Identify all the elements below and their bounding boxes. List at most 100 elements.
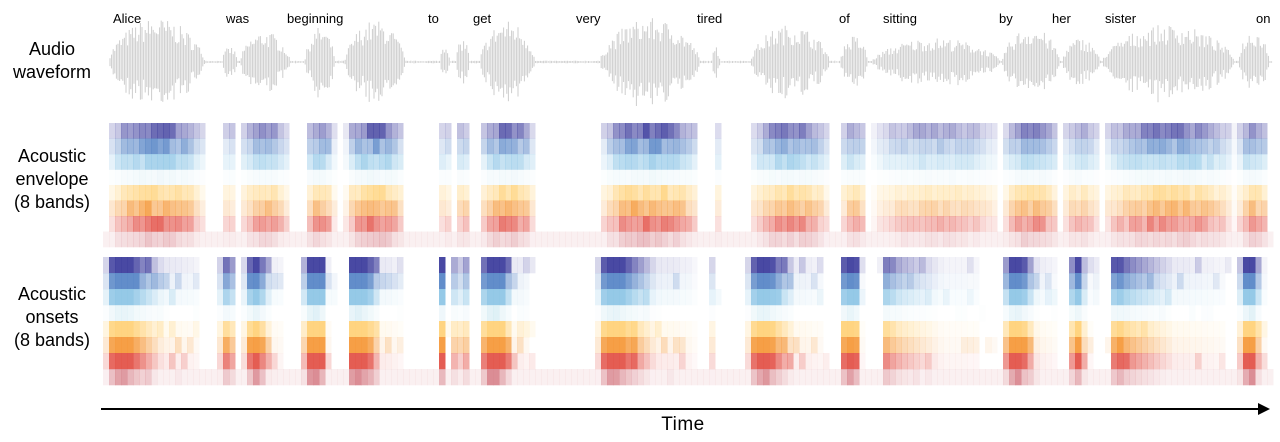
onset-cell <box>1243 289 1250 306</box>
onset-cell <box>109 289 116 306</box>
envelope-cell <box>811 216 818 232</box>
onset-cell <box>481 289 488 306</box>
onset-cell <box>913 273 920 290</box>
envelope-cell <box>1111 185 1118 201</box>
envelope-cell <box>847 231 854 248</box>
onset-cell <box>493 337 500 354</box>
onset-cell <box>1111 337 1118 354</box>
envelope-cell <box>943 216 950 232</box>
envelope-cell <box>1183 200 1190 217</box>
envelope-cell <box>1039 123 1046 139</box>
envelope-cell <box>937 200 944 217</box>
envelope-cell <box>505 216 512 232</box>
onset-cell <box>1153 273 1160 290</box>
onset-cell <box>379 353 386 370</box>
onset-cell <box>1123 289 1130 306</box>
envelope-cell <box>355 123 362 139</box>
onset-cell <box>187 257 194 274</box>
envelope-cell <box>397 154 404 170</box>
envelope-cell <box>601 138 608 155</box>
onset-cell <box>1087 353 1094 370</box>
onset-cell <box>277 321 284 338</box>
onset-cell <box>133 273 140 290</box>
envelope-cell <box>355 154 362 170</box>
envelope-cell <box>151 216 158 232</box>
onset-cell <box>355 353 362 370</box>
envelope-cell <box>283 123 290 139</box>
onset-cell <box>397 257 404 274</box>
envelope-cell <box>601 185 608 201</box>
envelope-cell <box>607 200 614 217</box>
onset-cell <box>889 353 896 370</box>
onset-cell <box>367 369 374 386</box>
onset-cell <box>1183 337 1190 354</box>
envelope-cell <box>1075 169 1082 186</box>
envelope-cell <box>1231 200 1238 217</box>
envelope-cell <box>1123 169 1130 186</box>
envelope-cell <box>835 231 842 248</box>
onset-cell <box>121 321 128 338</box>
envelope-cell <box>853 185 860 201</box>
onset-cell <box>319 289 326 306</box>
onsets-row-label: Acoustic onsets (8 bands) <box>0 283 104 352</box>
onset-cell <box>1207 305 1214 322</box>
onset-cell <box>673 321 680 338</box>
onset-cell <box>673 337 680 354</box>
onset-cell <box>781 369 788 386</box>
onset-cell <box>793 273 800 290</box>
onset-cell <box>691 273 698 290</box>
envelope-cell <box>967 154 974 170</box>
onset-cell <box>937 273 944 290</box>
envelope-cell <box>751 200 758 217</box>
envelope-cell <box>283 216 290 232</box>
envelope-cell <box>379 216 386 232</box>
envelope-cell <box>1051 154 1058 170</box>
envelope-cell <box>397 138 404 155</box>
onset-cell <box>937 337 944 354</box>
onset-cell <box>889 289 896 306</box>
onset-cell <box>565 369 572 386</box>
onset-cell <box>889 257 896 274</box>
onset-cell <box>763 337 770 354</box>
envelope-cell <box>1021 231 1028 248</box>
onset-cell <box>745 289 752 306</box>
envelope-cell <box>115 185 122 201</box>
envelope-cell <box>649 123 656 139</box>
envelope-cell <box>913 200 920 217</box>
onset-cell <box>397 273 404 290</box>
onset-cell <box>193 321 200 338</box>
onset-cell <box>763 273 770 290</box>
envelope-cell <box>277 138 284 155</box>
onset-cell <box>1129 257 1136 274</box>
envelope-cell <box>139 216 146 232</box>
onset-cell <box>1081 353 1088 370</box>
envelope-cell <box>253 216 260 232</box>
envelope-cell <box>463 154 470 170</box>
onset-cell <box>817 289 824 306</box>
onset-cell <box>163 337 170 354</box>
time-axis <box>101 403 1270 415</box>
envelope-cell <box>1081 138 1088 155</box>
envelope-cell <box>649 216 656 232</box>
onset-cell <box>907 273 914 290</box>
onset-cell <box>355 337 362 354</box>
envelope-cell <box>139 169 146 186</box>
onset-cell <box>451 305 458 322</box>
onset-cell <box>799 273 806 290</box>
onset-cell <box>859 273 866 290</box>
onset-cell <box>931 305 938 322</box>
onset-cell <box>601 289 608 306</box>
onset-cell <box>115 257 122 274</box>
onset-cell <box>1189 337 1196 354</box>
envelope-cell <box>1243 123 1250 139</box>
onset-cell <box>961 289 968 306</box>
onset-cell <box>691 353 698 370</box>
envelope-cell <box>1039 216 1046 232</box>
envelope-cell <box>157 154 164 170</box>
envelope-cell <box>379 200 386 217</box>
onset-cell <box>673 369 680 386</box>
envelope-cell <box>229 123 236 139</box>
envelope-cell <box>445 154 452 170</box>
onset-cell <box>511 321 518 338</box>
onset-cell <box>1255 369 1262 386</box>
